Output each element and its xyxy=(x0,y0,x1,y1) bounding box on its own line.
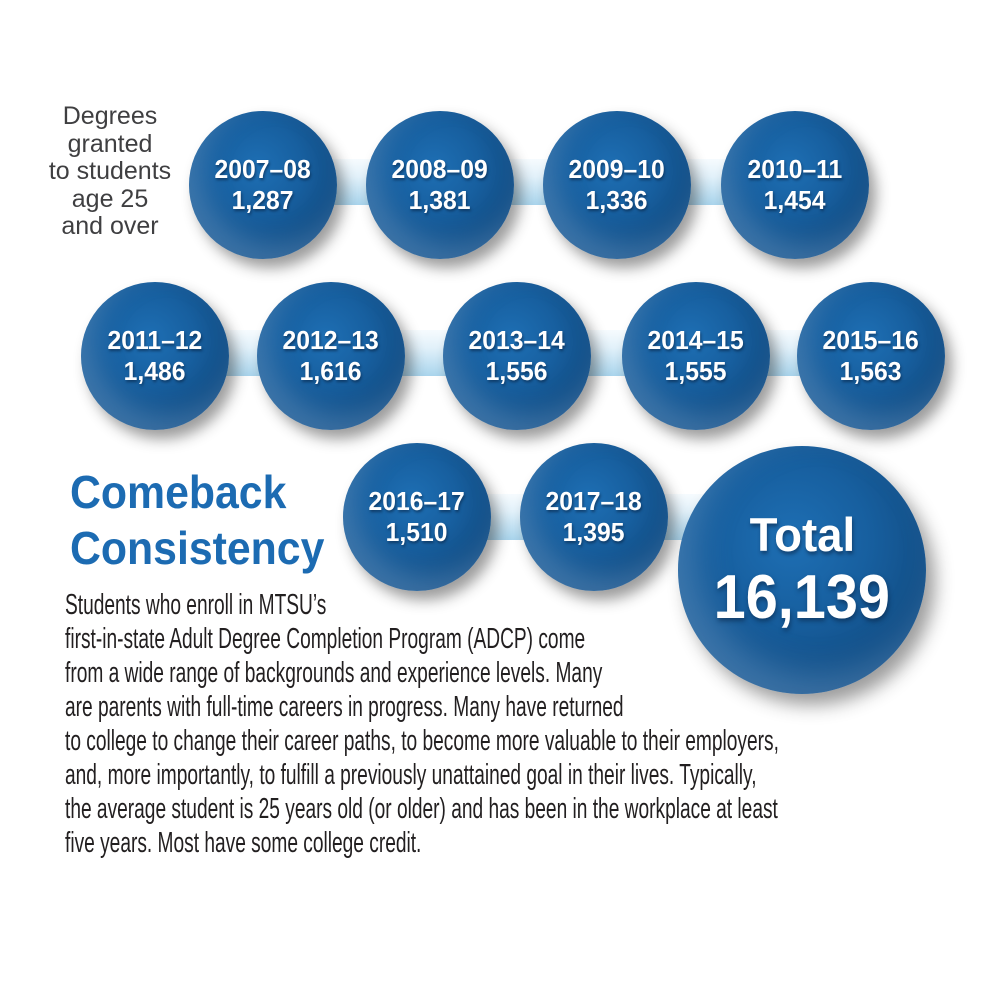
bubble-year: 2011–12 xyxy=(107,325,203,355)
bubble-year: 2014–15 xyxy=(647,325,745,355)
bubble-value: 1,336 xyxy=(586,185,648,215)
page-title-line: Comeback xyxy=(70,466,287,518)
bubble-value: 1,563 xyxy=(840,356,902,386)
year-bubble-2012-13: 2012–13 1,616 xyxy=(257,282,405,430)
bubble-value: 1,510 xyxy=(386,517,448,547)
total-label: Total xyxy=(749,508,855,561)
bubble-value: 1,381 xyxy=(409,185,471,215)
note-line: granted xyxy=(67,129,153,158)
year-bubble-2015-16: 2015–16 1,563 xyxy=(797,282,945,430)
paragraph-line: and, more importantly, to fulfill a prev… xyxy=(65,759,757,791)
year-bubble-2013-14: 2013–14 1,556 xyxy=(443,282,591,430)
page-title: Comeback Consistency xyxy=(70,464,344,576)
note-line: Degrees xyxy=(62,102,158,130)
bubble-year: 2013–14 xyxy=(468,325,566,355)
year-bubble-2011-12: 2011–12 1,486 xyxy=(81,282,229,430)
total-bubble: Total 16,139 xyxy=(678,446,926,694)
paragraph-line: to college to change their career paths,… xyxy=(65,725,779,757)
body-paragraph: Students who enroll in MTSU’s first-in-s… xyxy=(65,588,1000,860)
bubble-value: 1,395 xyxy=(563,517,625,547)
year-bubble-2016-17: 2016–17 1,510 xyxy=(343,443,491,591)
connector-band-row1 xyxy=(263,159,795,205)
paragraph-line: first-in-state Adult Degree Completion P… xyxy=(65,623,586,655)
bubble-year: 2016–17 xyxy=(368,486,466,516)
page-title-line: Consistency xyxy=(70,522,325,574)
year-bubble-2007-08: 2007–08 1,287 xyxy=(189,111,337,259)
bubble-value: 1,454 xyxy=(764,185,826,215)
bubble-value: 1,555 xyxy=(665,356,727,386)
paragraph-line: the average student is 25 years old (or … xyxy=(65,793,778,825)
bubble-value: 1,556 xyxy=(486,356,548,386)
year-bubble-2008-09: 2008–09 1,381 xyxy=(366,111,514,259)
bubble-year: 2015–16 xyxy=(822,325,920,355)
year-bubble-2010-11: 2010–11 1,454 xyxy=(721,111,869,259)
bubble-year: 2010–11 xyxy=(747,154,843,184)
paragraph-line: five years. Most have some college credi… xyxy=(65,827,422,859)
paragraph-line: are parents with full-time careers in pr… xyxy=(65,691,624,723)
bubble-year: 2009–10 xyxy=(568,154,666,184)
bubble-value: 1,616 xyxy=(300,356,362,386)
bubble-year: 2012–13 xyxy=(282,325,380,355)
year-bubble-2017-18: 2017–18 1,395 xyxy=(520,443,668,591)
paragraph-line: from a wide range of backgrounds and exp… xyxy=(65,657,603,689)
bubble-value: 1,486 xyxy=(124,356,186,386)
chart-note: Degrees granted to students age 25 and o… xyxy=(22,102,198,241)
paragraph-line: Students who enroll in MTSU’s xyxy=(65,589,327,621)
note-line: age 25 xyxy=(71,184,149,213)
bubble-year: 2017–18 xyxy=(545,486,643,516)
note-line: to students xyxy=(48,157,172,185)
bubble-year: 2007–08 xyxy=(214,154,312,184)
note-line: and over xyxy=(61,212,159,240)
bubble-year: 2008–09 xyxy=(391,154,489,184)
year-bubble-2009-10: 2009–10 1,336 xyxy=(543,111,691,259)
total-value: 16,139 xyxy=(713,563,891,632)
year-bubble-2014-15: 2014–15 1,555 xyxy=(622,282,770,430)
bubble-value: 1,287 xyxy=(232,185,294,215)
